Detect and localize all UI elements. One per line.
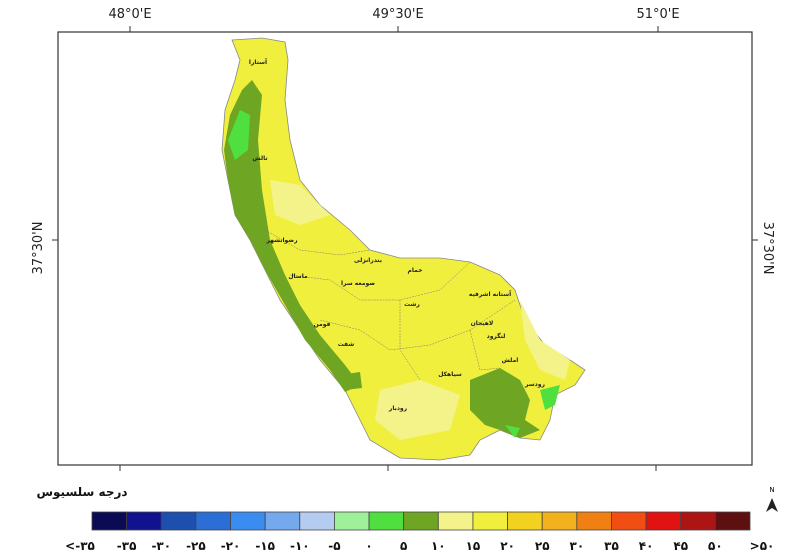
place-label: رشت <box>404 301 420 308</box>
legend-label: ۵۰ <box>708 539 723 553</box>
legend-swatch <box>576 511 612 531</box>
legend-label: -۱۵ <box>255 539 275 553</box>
place-label: ماسال <box>288 273 308 280</box>
place-labels: آستارا تالش رضوانشهر ماسال صومعه سرا فوم… <box>249 57 546 412</box>
province <box>221 37 586 461</box>
place-label: صومعه سرا <box>341 280 375 287</box>
legend-label: -۲۵ <box>186 539 206 553</box>
longitude-label: 48°0'E <box>108 7 151 22</box>
legend-label: ۳۰ <box>570 539 585 553</box>
legend-swatch <box>368 511 405 531</box>
legend-swatch <box>645 511 682 531</box>
legend-label: ۵ <box>400 539 407 553</box>
legend-label: -۵ <box>328 539 340 553</box>
place-label: بندرانزلی <box>354 257 382 264</box>
north-label: N <box>769 486 774 494</box>
legend-swatch <box>611 511 647 531</box>
place-label: رضوانشهر <box>265 237 298 244</box>
legend-label: -۲۰ <box>221 539 241 553</box>
legend-label: ۱۵ <box>466 539 481 553</box>
legend-label: ۰ <box>365 539 372 553</box>
legend-swatch <box>91 511 128 531</box>
place-label: سیاهکل <box>438 371 462 378</box>
legend: <-۳۵ -۳۵ -۳۰ -۲۵ -۲۰ -۱۵ -۱۰ -۵ ۰ ۵ ۱۰ ۱۵ ۲۰ ۲۵ ۳۰ ۳۵ ۴۰… <box>65 511 775 553</box>
north-arrow: N <box>766 486 778 512</box>
latitude-label: 37°30'N <box>760 222 775 275</box>
legend-swatch <box>437 511 474 531</box>
legend-label: -۱۰ <box>290 539 310 553</box>
legend-swatch <box>680 511 716 531</box>
place-label: فومن <box>314 321 331 328</box>
legend-label: ۲۰ <box>500 539 515 553</box>
legend-label: ۴۵ <box>673 539 688 553</box>
legend-swatch <box>264 511 301 531</box>
legend-label: ۴۰ <box>639 539 654 553</box>
legend-swatch <box>334 511 370 531</box>
place-label: آستارا <box>249 57 268 66</box>
legend-swatch <box>299 511 335 531</box>
place-label: شفت <box>338 341 355 348</box>
graticule-ticks <box>52 26 758 471</box>
longitude-label: 49°30'E <box>372 7 423 22</box>
legend-swatch <box>472 511 508 531</box>
legend-swatch <box>126 511 162 531</box>
legend-label: >۵۰ <box>750 539 775 553</box>
latitude-label: 37°30'N <box>31 222 46 275</box>
longitude-label: 51°0'E <box>636 7 679 22</box>
legend-swatch <box>541 511 578 531</box>
place-label: رودبار <box>388 405 408 412</box>
place-label: لاهیجان <box>471 320 494 327</box>
legend-label: ۳۵ <box>604 539 619 553</box>
legend-swatch <box>714 511 751 531</box>
legend-label: -۳۰ <box>151 539 171 553</box>
place-label: املش <box>502 357 519 364</box>
legend-swatch <box>403 511 439 531</box>
legend-swatch <box>507 511 543 531</box>
place-label: رودسر <box>524 381 545 388</box>
legend-swatch <box>230 511 266 531</box>
place-label: تالش <box>252 155 267 162</box>
place-label: لنگرود <box>487 332 506 340</box>
place-label: خمام <box>408 267 423 274</box>
legend-label: ۱۰ <box>431 539 446 553</box>
place-label: آستانه اشرفیه <box>469 289 512 298</box>
legend-swatch <box>195 511 231 531</box>
legend-label: <-۳۵ <box>65 539 95 553</box>
legend-label: -۳۵ <box>117 539 137 553</box>
legend-unit: درجه سلسیوس <box>36 485 127 500</box>
legend-swatch <box>160 511 197 531</box>
legend-label: ۲۵ <box>535 539 550 553</box>
